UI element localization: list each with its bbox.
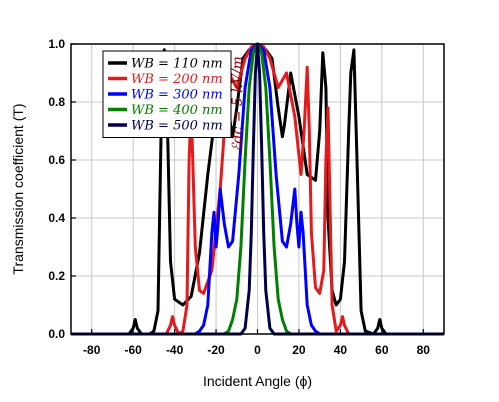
legend-label-2: WB = 300 nm <box>131 88 223 103</box>
series-line-1 <box>71 42 444 336</box>
x-tick-label-7: 60 <box>375 343 389 357</box>
y-tick-label-3: 0.6 <box>48 153 65 167</box>
legend-label-3: WB = 400 nm <box>131 103 223 118</box>
x-tick-label-5: 20 <box>292 343 306 357</box>
x-tick-label-6: 40 <box>334 343 348 357</box>
x-axis-title: Incident Angle (ϕ) <box>203 373 312 389</box>
legend-label-0: WB = 110 nm <box>131 57 223 72</box>
x-tick-label-4: 0 <box>254 343 261 357</box>
y-tick-label-0: 0.0 <box>48 327 65 341</box>
y-tick-label-4: 0.8 <box>48 95 65 109</box>
y-tick-label-5: 1.0 <box>48 37 65 51</box>
x-tick-label-0: -80 <box>83 343 101 357</box>
y-axis-title: Transmission coefficient (T) <box>10 103 26 274</box>
x-tick-label-1: -60 <box>124 343 142 357</box>
y-tick-label-2: 0.4 <box>48 211 65 225</box>
x-tick-label-3: -20 <box>207 343 225 357</box>
y-tick-label-1: 0.2 <box>48 269 65 283</box>
legend-label-1: WB = 200 nm <box>131 72 223 87</box>
grid <box>71 43 444 335</box>
field-annotation: ℰdc = 5 kV/m <box>230 56 246 152</box>
legend-label-4: WB = 500 nm <box>131 119 223 134</box>
x-tick-label-8: 80 <box>417 343 431 357</box>
x-tick-label-2: -40 <box>166 343 184 357</box>
axis-ticks: -80 -60 -40 -20 0 20 40 60 80 0.0 0.2 0.4 0.6 0.8 1.0 <box>48 37 430 357</box>
